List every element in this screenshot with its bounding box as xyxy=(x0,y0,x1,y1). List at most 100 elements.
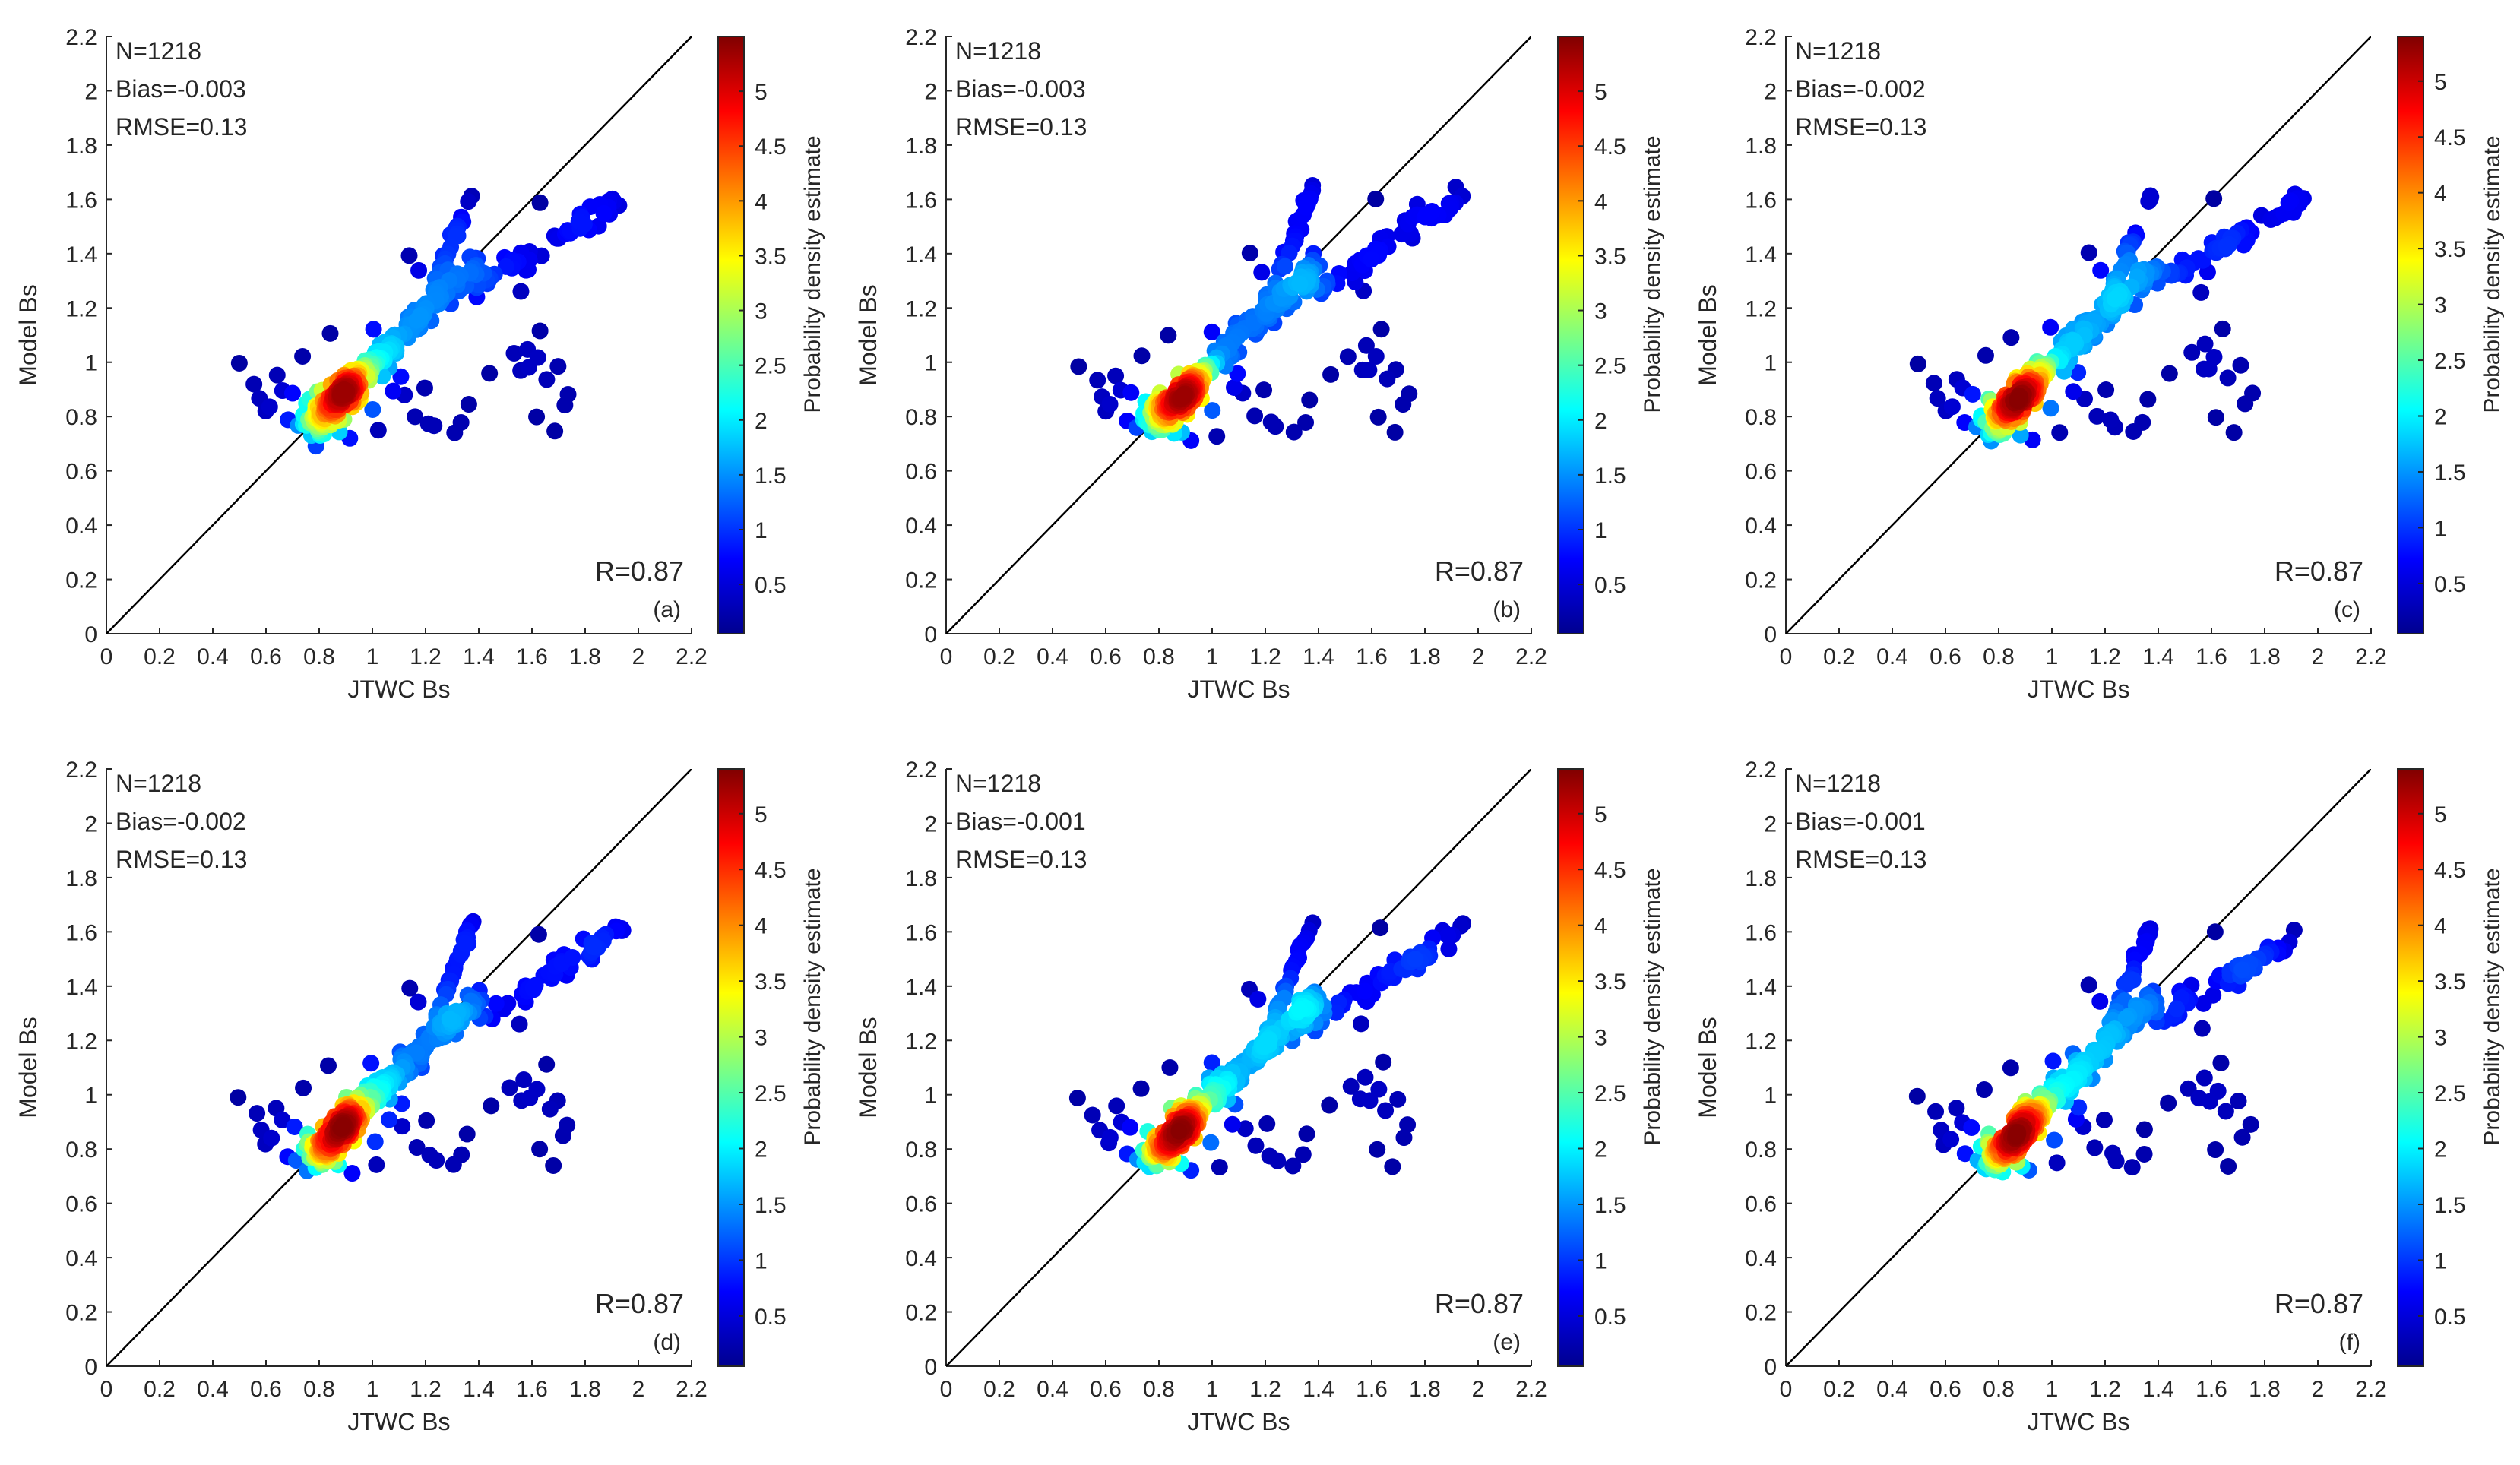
stat-n: N=1218 xyxy=(116,37,201,65)
scatter-point xyxy=(1175,388,1192,405)
scatter-point xyxy=(521,1089,539,1106)
scatter-point xyxy=(1942,1131,1960,1148)
y-axis-title: Model Bs xyxy=(854,1017,882,1118)
x-tick-label: 2 xyxy=(1472,1377,1485,1402)
scatter-point xyxy=(445,1156,462,1173)
x-axis-title: JTWC Bs xyxy=(1187,1408,1290,1435)
y-tick-label: 2.2 xyxy=(905,758,937,783)
y-tick-label: 1.2 xyxy=(1745,296,1777,321)
x-axis-title: JTWC Bs xyxy=(347,1408,450,1435)
colorbar-tick-label: 1.5 xyxy=(2434,1193,2466,1218)
scatter-point xyxy=(1407,951,1424,968)
scatter-point xyxy=(2117,1009,2135,1027)
y-tick-label: 1 xyxy=(1764,1084,1777,1109)
scatter-point xyxy=(2002,329,2020,346)
scatter-point xyxy=(2280,194,2297,211)
scatter-point xyxy=(1258,1033,1275,1050)
colorbar-tick-label: 2 xyxy=(755,409,768,434)
colorbar-tick-label: 4 xyxy=(2434,182,2447,207)
colorbar-tick-label: 1.5 xyxy=(2434,460,2466,486)
scatter-point xyxy=(1101,1128,1119,1146)
stat-rmse: RMSE=0.13 xyxy=(1795,846,1926,873)
y-tick-label: 1.4 xyxy=(65,242,97,267)
colorbar-tick-label: 4 xyxy=(1594,914,1607,939)
x-tick-label: 2 xyxy=(2312,1377,2325,1402)
scatter-point xyxy=(1246,407,1264,425)
scatter-point xyxy=(2091,992,2109,1010)
stat-r: R=0.87 xyxy=(1435,1288,1524,1319)
y-tick-label: 0 xyxy=(1764,622,1777,647)
scatter-point xyxy=(2196,1069,2213,1087)
x-tick-label: 0.6 xyxy=(1090,644,1122,669)
scatter-point xyxy=(2086,1139,2104,1156)
scatter-point xyxy=(441,1011,458,1028)
colorbar-tick-label: 3 xyxy=(1594,299,1607,324)
scatter-point xyxy=(2160,1094,2177,1112)
x-tick-label: 1.6 xyxy=(1356,1377,1388,1402)
x-tick-label: 1 xyxy=(1206,1377,1219,1402)
scatter-point xyxy=(2135,1121,2153,1138)
scatter-point xyxy=(321,324,339,342)
colorbar-tick-label: 3.5 xyxy=(2434,970,2466,995)
x-tick-label: 0.2 xyxy=(983,1377,1015,1402)
colorbar-tick-label: 4 xyxy=(2434,914,2447,939)
x-tick-label: 0.2 xyxy=(144,644,176,669)
y-axis-title: Model Bs xyxy=(1694,1017,1721,1118)
y-tick-label: 1.8 xyxy=(65,866,97,891)
y-tick-label: 2 xyxy=(1764,79,1777,104)
y-tick-label: 1.6 xyxy=(65,920,97,945)
scatter-point xyxy=(2207,409,2224,426)
scatter-point xyxy=(1294,1146,1312,1163)
scatter-point xyxy=(2009,391,2026,409)
colorbar xyxy=(2397,36,2424,634)
scatter-point xyxy=(520,359,537,376)
scatter-point xyxy=(1963,1119,1980,1137)
colorbar-title: Probability density estimate xyxy=(800,868,825,1145)
panel-label: (a) xyxy=(653,597,681,622)
scatter-point xyxy=(1399,1116,1417,1134)
scatter-point xyxy=(2088,407,2106,425)
colorbar-tick-label: 5 xyxy=(2434,802,2447,827)
y-tick-label: 2 xyxy=(924,812,937,837)
y-tick-label: 0.8 xyxy=(1745,1138,1777,1163)
colorbar xyxy=(717,36,745,634)
y-tick-label: 0.8 xyxy=(65,405,97,430)
y-tick-label: 0.4 xyxy=(65,514,97,539)
stat-r: R=0.87 xyxy=(595,1288,684,1319)
scatter-point xyxy=(556,397,574,414)
colorbar-tick-label: 3.5 xyxy=(755,970,787,995)
y-tick-label: 1.2 xyxy=(905,296,937,321)
colorbar-tick-label: 2 xyxy=(1594,409,1607,434)
colorbar-tick-label: 5 xyxy=(755,802,768,827)
scatter-point xyxy=(1132,1080,1150,1097)
colorbar-tick-label: 0.5 xyxy=(1594,1305,1626,1330)
scatter-point xyxy=(1202,1134,1220,1151)
scatter-point xyxy=(564,948,581,966)
y-tick-label: 1 xyxy=(84,1084,97,1109)
colorbar-tick-label: 2 xyxy=(755,1138,768,1163)
stat-bias: Bias=-0.002 xyxy=(116,808,246,835)
scatter-point xyxy=(2225,424,2243,441)
y-tick-label: 0 xyxy=(84,1355,97,1380)
scatter-point xyxy=(2218,238,2235,255)
scatter-point xyxy=(575,216,593,233)
y-tick-label: 1.6 xyxy=(905,920,937,945)
scatter-point xyxy=(2118,976,2135,993)
y-axis-title: Model Bs xyxy=(14,1017,42,1118)
colorbar-tick-label: 3 xyxy=(1594,1026,1607,1051)
scatter-point xyxy=(261,398,278,416)
scatter-point xyxy=(249,1105,266,1122)
scatter-point xyxy=(1395,1129,1413,1147)
scatter-point xyxy=(559,1116,576,1134)
y-tick-label: 1.4 xyxy=(65,975,97,1000)
scatter-point xyxy=(1929,390,1946,407)
colorbar-tick-label: 3.5 xyxy=(1594,244,1626,269)
scatter-point xyxy=(1372,321,1390,338)
scatter-point xyxy=(2051,424,2069,441)
x-tick-label: 2.2 xyxy=(676,1377,708,1402)
scatter-point xyxy=(1236,1120,1254,1138)
colorbar-tick-label: 1.5 xyxy=(1594,464,1626,489)
y-axis-title: Model Bs xyxy=(854,284,882,385)
colorbar-tick-label: 1 xyxy=(1594,518,1607,543)
y-tick-label: 0.6 xyxy=(65,1192,97,1217)
